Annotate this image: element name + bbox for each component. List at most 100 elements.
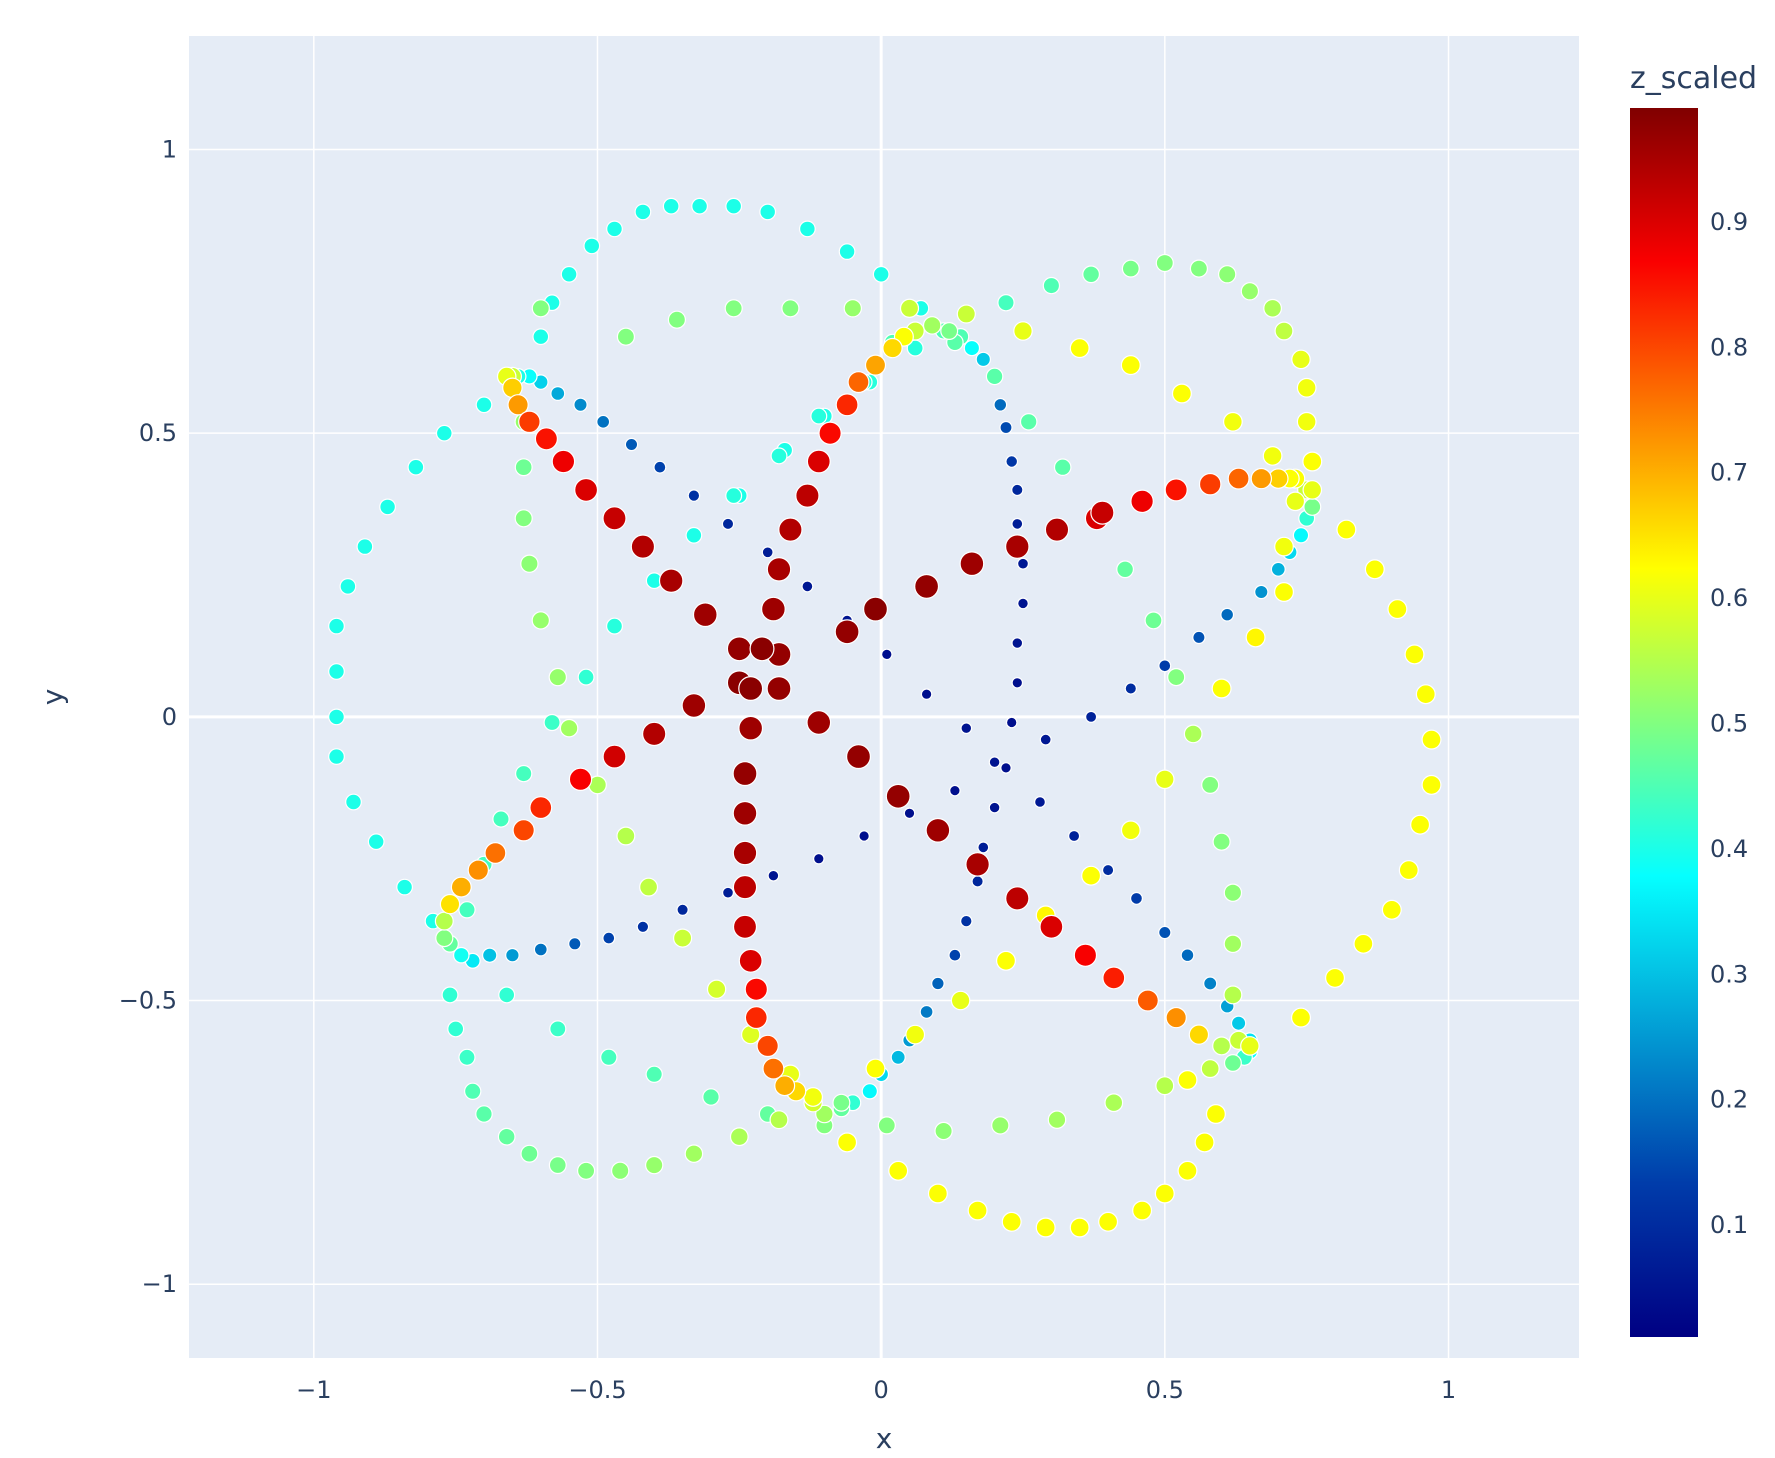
data-point [1039,914,1064,939]
data-point [1042,276,1061,295]
data-point [845,744,871,770]
data-point [1017,597,1029,610]
data-point [396,878,414,896]
data-point [1005,886,1030,911]
data-point [877,1116,896,1135]
data-point [769,1110,789,1130]
data-point [810,407,828,425]
data-point [1130,489,1154,514]
data-point [738,948,763,973]
data-point [963,339,981,357]
data-point [630,534,656,559]
colorbar-tick-label: 0.1 [1710,1211,1748,1239]
data-point [732,840,758,866]
data-point [583,237,601,255]
colorbar [1630,108,1698,1337]
data-point [498,986,516,1004]
data-point [1011,517,1024,530]
data-point [464,1082,482,1101]
data-point [611,1161,630,1181]
data-point [1302,480,1323,500]
data-point [732,914,758,939]
data-point [1098,1211,1119,1232]
data-point [1044,517,1070,542]
data-point [605,617,623,635]
data-point [1016,557,1029,570]
data-point [1201,775,1220,795]
data-point [458,1048,476,1066]
x-tick-label: −0.5 [568,1376,626,1404]
data-point [1303,497,1322,516]
data-point [1171,383,1192,404]
data-point [574,477,599,502]
data-point [732,800,758,826]
data-point [766,556,792,582]
data-point [475,1105,493,1123]
data-point [922,316,942,335]
data-point [774,1075,796,1097]
data-point [559,718,579,738]
x-tick-label: −1 [296,1376,331,1404]
y-tick-label: 0 [162,703,177,731]
data-point [1205,1103,1226,1124]
data-point [1421,729,1442,750]
y-axis-title: y [36,689,69,706]
data-point [934,1121,953,1141]
data-point [1387,599,1408,620]
data-point [1005,716,1018,729]
colorbar-tick-label: 0.2 [1710,1086,1748,1114]
data-point [702,1088,720,1106]
data-point [1167,667,1186,687]
data-point [577,668,595,686]
data-point [1250,467,1273,490]
data-point [616,327,636,346]
data-point [1410,814,1431,835]
data-point [1217,265,1237,284]
data-point [1073,943,1098,967]
grid-lines [189,36,1579,1358]
data-point [1155,769,1175,790]
data-point [576,1161,596,1180]
data-point [512,819,535,842]
data-point [1274,321,1294,341]
data-point [1398,860,1419,881]
x-tick-label: 0 [874,1376,889,1404]
data-point [724,299,743,318]
data-point [1404,644,1425,665]
data-point [458,901,476,919]
data-point [1245,627,1266,648]
data-point [1069,338,1090,359]
data-point [1254,584,1269,600]
data-point [1220,607,1235,622]
data-point [759,203,777,221]
data-point [435,424,453,442]
data-point [672,928,693,948]
data-point [838,243,856,261]
data-point [905,1024,926,1045]
x-axis-title: x [876,1422,893,1455]
x-tick-labels: −1 −0.5 0 0.5 1 [296,1376,1456,1404]
data-point [645,1065,663,1084]
data-point [356,538,374,555]
colorbar-tick-label: 0.9 [1710,208,1748,236]
data-point [1019,412,1038,431]
x-tick-label: 1 [1441,1376,1456,1404]
data-point [738,715,764,741]
data-point [914,573,940,599]
data-point [600,1048,618,1067]
data-point [862,596,888,622]
data-point [1292,527,1310,544]
colorbar-tick-label: 0.7 [1710,459,1748,487]
data-point [602,506,627,531]
data-point [1053,458,1072,476]
data-point [339,578,357,595]
data-point [1223,1053,1242,1072]
data-point [1000,762,1012,774]
data-point [903,807,916,820]
data-point [505,947,520,963]
data-point [1296,377,1317,398]
data-point [959,551,985,577]
data-point [1177,1160,1198,1181]
data-point [1120,355,1141,376]
data-point [770,447,788,465]
